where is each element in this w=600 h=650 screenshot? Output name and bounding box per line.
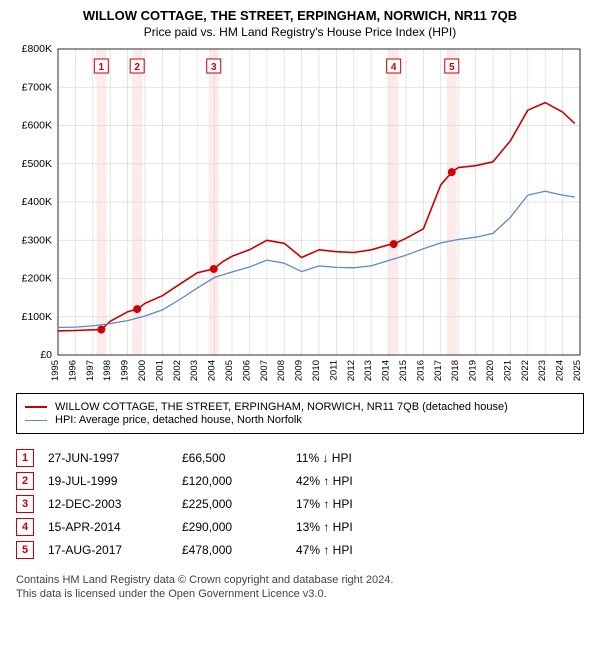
transaction-badge: 4 [16, 518, 34, 536]
svg-text:5: 5 [449, 62, 455, 73]
svg-text:2005: 2005 [224, 360, 235, 381]
transaction-price: £120,000 [182, 474, 282, 488]
footer: Contains HM Land Registry data © Crown c… [16, 574, 584, 602]
svg-text:£800K: £800K [22, 45, 52, 55]
legend: WILLOW COTTAGE, THE STREET, ERPINGHAM, N… [16, 393, 584, 434]
svg-text:2010: 2010 [311, 360, 322, 381]
transaction-row: 3 12-DEC-2003 £225,000 17% ↑ HPI [16, 495, 584, 513]
svg-text:2011: 2011 [328, 360, 339, 380]
page-title: WILLOW COTTAGE, THE STREET, ERPINGHAM, N… [10, 8, 590, 23]
legend-item: HPI: Average price, detached house, Nort… [25, 414, 575, 426]
svg-text:2019: 2019 [468, 360, 479, 381]
svg-text:2: 2 [134, 62, 140, 73]
legend-swatch [25, 406, 47, 408]
transaction-diff: 13% ↑ HPI [296, 520, 446, 534]
svg-text:2009: 2009 [294, 360, 305, 381]
svg-text:£100K: £100K [22, 311, 52, 323]
transactions-list: 1 27-JUN-1997 £66,500 11% ↓ HPI 2 19-JUL-1999… [16, 444, 584, 564]
legend-label: WILLOW COTTAGE, THE STREET, ERPINGHAM, N… [55, 401, 508, 413]
transaction-diff: 11% ↓ HPI [296, 451, 446, 465]
transaction-date: 12-DEC-2003 [48, 497, 168, 511]
svg-text:2001: 2001 [154, 360, 165, 381]
svg-text:2020: 2020 [485, 360, 496, 381]
transaction-row: 1 27-JUN-1997 £66,500 11% ↓ HPI [16, 449, 584, 467]
transaction-row: 4 15-APR-2014 £290,000 13% ↑ HPI [16, 518, 584, 536]
svg-text:2003: 2003 [189, 360, 200, 381]
transaction-badge: 1 [16, 449, 34, 467]
svg-text:2013: 2013 [363, 360, 374, 381]
svg-text:2002: 2002 [172, 360, 183, 381]
page-subtitle: Price paid vs. HM Land Registry's House … [10, 25, 590, 39]
transaction-diff: 42% ↑ HPI [296, 474, 446, 488]
transaction-diff: 17% ↑ HPI [296, 497, 446, 511]
svg-text:1998: 1998 [102, 360, 113, 381]
svg-text:1995: 1995 [50, 360, 61, 381]
transaction-row: 5 17-AUG-2017 £478,000 47% ↑ HPI [16, 541, 584, 559]
legend-item: WILLOW COTTAGE, THE STREET, ERPINGHAM, N… [25, 401, 575, 413]
svg-text:1996: 1996 [67, 360, 78, 381]
svg-text:2022: 2022 [520, 360, 531, 381]
transaction-price: £290,000 [182, 520, 282, 534]
svg-text:2018: 2018 [450, 360, 461, 381]
svg-text:2016: 2016 [415, 360, 426, 381]
transaction-diff: 47% ↑ HPI [296, 543, 446, 557]
svg-text:2024: 2024 [555, 360, 566, 381]
svg-text:£700K: £700K [22, 81, 52, 93]
transaction-badge: 2 [16, 472, 34, 490]
svg-text:£0: £0 [40, 349, 52, 361]
svg-text:1999: 1999 [120, 360, 131, 381]
transaction-badge: 3 [16, 495, 34, 513]
svg-text:4: 4 [391, 62, 397, 73]
svg-text:3: 3 [211, 62, 217, 73]
svg-text:2007: 2007 [259, 360, 270, 381]
transaction-price: £225,000 [182, 497, 282, 511]
svg-text:£500K: £500K [22, 158, 52, 170]
svg-text:£200K: £200K [22, 273, 52, 285]
svg-text:2015: 2015 [398, 360, 409, 381]
svg-text:2006: 2006 [241, 360, 252, 381]
price-chart: 1 2 3 4 5 £0 £100K £200K £300K £400K £500K £600K £70… [10, 45, 590, 385]
transaction-date: 17-AUG-2017 [48, 543, 168, 557]
svg-text:£400K: £400K [22, 196, 52, 208]
svg-text:2014: 2014 [381, 360, 392, 381]
svg-text:2000: 2000 [137, 360, 148, 381]
footer-line: Contains HM Land Registry data © Crown c… [16, 574, 584, 588]
svg-text:£300K: £300K [22, 234, 52, 246]
transaction-date: 19-JUL-1999 [48, 474, 168, 488]
footer-line: This data is licensed under the Open Gov… [16, 588, 584, 602]
svg-text:2004: 2004 [207, 360, 218, 381]
svg-text:2008: 2008 [276, 360, 287, 381]
svg-text:1: 1 [99, 62, 105, 73]
svg-text:1997: 1997 [85, 360, 96, 381]
legend-swatch [25, 420, 47, 421]
svg-text:2012: 2012 [346, 360, 357, 381]
svg-text:£600K: £600K [22, 120, 52, 132]
svg-text:2023: 2023 [537, 360, 548, 381]
svg-text:2021: 2021 [502, 360, 513, 381]
legend-label: HPI: Average price, detached house, Nort… [55, 414, 302, 426]
transaction-row: 2 19-JUL-1999 £120,000 42% ↑ HPI [16, 472, 584, 490]
svg-text:2025: 2025 [572, 360, 583, 381]
transaction-date: 15-APR-2014 [48, 520, 168, 534]
transaction-price: £478,000 [182, 543, 282, 557]
transaction-date: 27-JUN-1997 [48, 451, 168, 465]
transaction-badge: 5 [16, 541, 34, 559]
svg-text:2017: 2017 [433, 360, 444, 381]
transaction-price: £66,500 [182, 451, 282, 465]
